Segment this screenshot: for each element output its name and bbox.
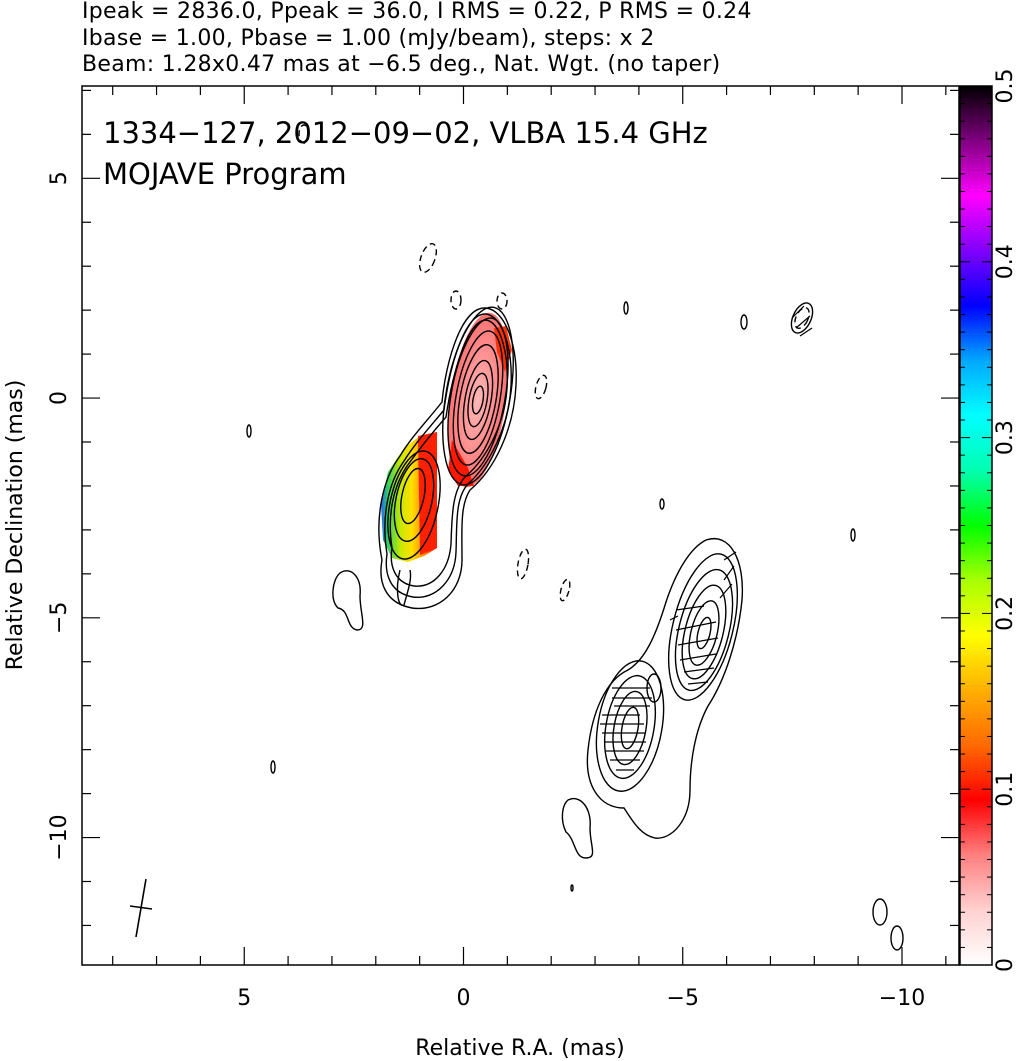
x-tick-label: −10 bbox=[879, 986, 925, 1011]
faint-blob-left bbox=[332, 570, 364, 631]
neg-contour-7 bbox=[298, 124, 310, 144]
colorbar-ticks: 0 0.1 0.2 0.3 0.4 0.5 bbox=[960, 69, 1018, 972]
knot-a-contour-4 bbox=[688, 600, 720, 666]
knot-a-contour-1 bbox=[667, 553, 739, 701]
noise-blob-9 bbox=[659, 498, 665, 510]
knot-a-contour-3 bbox=[681, 584, 727, 680]
x-tick-label: 0 bbox=[456, 986, 470, 1011]
noise-blob-7 bbox=[740, 314, 748, 330]
jet-contour-1 bbox=[387, 450, 441, 560]
header-line-3: Beam: 1.28x0.47 mas at −6.5 deg., Nat. W… bbox=[82, 52, 721, 77]
knot-a-contour-2 bbox=[674, 568, 734, 692]
core-contour-4 bbox=[457, 344, 499, 454]
contour-envelope-outer bbox=[378, 307, 517, 610]
neg-contour-1 bbox=[418, 243, 438, 273]
noise-blob-6 bbox=[623, 301, 629, 315]
core-contour-7 bbox=[471, 385, 485, 415]
evpa-vectors bbox=[600, 305, 813, 771]
colorbar-tick-label: 0.2 bbox=[993, 596, 1018, 631]
core-contour-5 bbox=[462, 359, 494, 441]
header-line-2: Ibase = 1.00, Pbase = 1.00 (mJy/beam), s… bbox=[82, 26, 655, 51]
jet-tail-contour bbox=[396, 569, 412, 606]
x-axis-ticks: 5 0 −5 −10 bbox=[112, 86, 947, 1011]
knot-b-contour-3 bbox=[612, 690, 648, 766]
jet-polarization-red-band bbox=[418, 432, 437, 555]
jet-contour-2 bbox=[393, 458, 435, 542]
noise-blob-2 bbox=[872, 898, 888, 926]
core-contour-2 bbox=[447, 317, 509, 477]
knot-b-contour-1 bbox=[595, 660, 665, 792]
core-contour-1 bbox=[442, 306, 514, 486]
x-tick-label: −5 bbox=[667, 986, 699, 1011]
header-line-1: Ipeak = 2836.0, Ppeak = 36.0, I RMS = 0.… bbox=[82, 0, 752, 24]
colorbar-tick-label: 0.4 bbox=[993, 244, 1018, 279]
plot-title: 1334−127, 2012−09−02, VLBA 15.4 GHz bbox=[103, 116, 708, 150]
polarization-colormap bbox=[381, 312, 512, 562]
knot-b-contour-2 bbox=[603, 674, 657, 780]
neg-contour-2 bbox=[450, 290, 462, 310]
total-intensity-contours bbox=[246, 301, 904, 951]
colorbar-tick-label: 0.5 bbox=[993, 69, 1018, 104]
y-tick-label: −5 bbox=[47, 602, 72, 634]
y-tick-label: 0 bbox=[47, 391, 72, 405]
y-tick-label: 5 bbox=[47, 171, 72, 185]
neg-contour-8 bbox=[794, 307, 810, 329]
core-contour-6 bbox=[467, 372, 489, 428]
colorbar-tick-label: 0.3 bbox=[993, 420, 1018, 455]
y-axis-ticks: 5 0 −5 −10 bbox=[47, 89, 959, 927]
faint-blob-lower bbox=[561, 797, 594, 859]
y-axis-label: Relative Declination (mas) bbox=[3, 380, 28, 671]
colorbar-tick-label: 0.1 bbox=[993, 772, 1018, 807]
beam-cross bbox=[129, 878, 153, 938]
negative-contours-dashed bbox=[298, 124, 810, 602]
knot-a-contour-5 bbox=[696, 616, 712, 650]
neg-contour-3 bbox=[496, 292, 508, 310]
neg-contour-5 bbox=[516, 548, 530, 580]
x-axis-label: Relative R.A. (mas) bbox=[415, 1036, 624, 1061]
noise-blob-1 bbox=[790, 302, 814, 334]
noise-blob-3 bbox=[890, 925, 904, 951]
noise-blob-8 bbox=[850, 528, 856, 542]
neg-contour-4 bbox=[534, 374, 548, 400]
noise-blob-4 bbox=[246, 424, 252, 438]
plot-frame bbox=[81, 85, 960, 966]
jet-contour-3 bbox=[400, 467, 426, 525]
x-tick-label: 5 bbox=[237, 986, 251, 1011]
colorbar-tick-label: 0 bbox=[993, 958, 1018, 972]
y-tick-label: −10 bbox=[47, 814, 72, 860]
neg-contour-6 bbox=[559, 578, 571, 602]
noise-blob-5 bbox=[270, 760, 276, 774]
plot-subtitle: MOJAVE Program bbox=[103, 157, 347, 191]
colorbar bbox=[959, 85, 993, 966]
outer-envelope bbox=[586, 537, 744, 839]
core-contour-3 bbox=[452, 330, 504, 466]
knot-b-contour-4 bbox=[620, 706, 640, 750]
noise-blob-10 bbox=[570, 884, 574, 892]
